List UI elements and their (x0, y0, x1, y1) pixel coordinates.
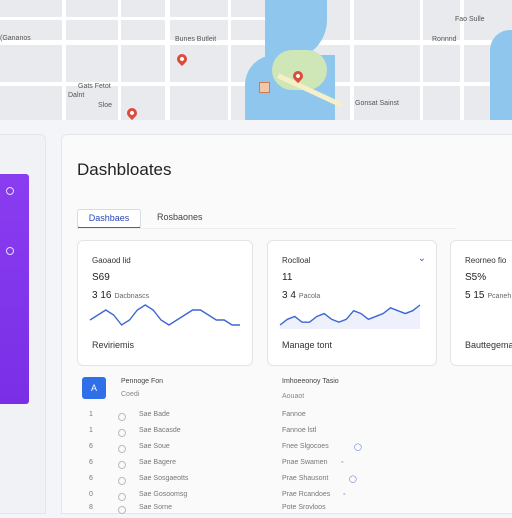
row-detail: Pnae Swamen (282, 459, 328, 466)
radio-icon[interactable] (118, 461, 126, 469)
row-name: Sae Gosoomsg (139, 491, 188, 498)
list-item[interactable]: 1 Sae Bacasde Fannoe lstl (85, 427, 505, 441)
row-number: 8 (89, 504, 93, 511)
map-view[interactable]: Fao Sulle (Gananos Bunes Butleit Dalnt G… (0, 0, 512, 120)
row-detail: Fannoe (282, 411, 306, 418)
circle-dot-icon[interactable] (6, 247, 14, 255)
row-number: 6 (89, 443, 93, 450)
status-icon: ◦ (341, 459, 344, 466)
map-pin-icon[interactable] (174, 51, 190, 67)
row-number: 1 (89, 411, 93, 418)
sparkline-chart (89, 304, 240, 326)
card-footer: Bauttegemat (465, 340, 512, 350)
page-title: Dashbloates (77, 160, 172, 179)
stat-card[interactable]: Roclloal ⌄ 11 3 4 Pacola Manage tont (267, 240, 437, 366)
status-icon: ◯ (349, 476, 357, 483)
row-name: Sae Sosgaeotts (139, 475, 189, 482)
radio-icon[interactable] (118, 429, 126, 437)
card-subvalue: 3 16 Dacbnascs (92, 290, 149, 301)
row-number: 6 (89, 475, 93, 482)
card-title: Roclloal (282, 256, 311, 265)
map-label: Gonsat Sainst (355, 100, 399, 107)
tab-divider (77, 228, 457, 229)
row-name: Sae Bagere (139, 459, 176, 466)
map-label: Gats Fetot (78, 83, 111, 90)
row-name: Sae Bacasde (139, 427, 181, 434)
section-subtitle: Coedi (121, 391, 140, 398)
row-detail: Fnee Slgocoes (282, 443, 329, 450)
status-icon: ◯ (354, 444, 362, 451)
radio-icon[interactable] (118, 506, 126, 514)
map-pin-icon[interactable] (124, 105, 140, 120)
radio-icon[interactable] (118, 413, 126, 421)
map-label: Sloe (98, 102, 113, 109)
card-value: 11 (282, 272, 293, 283)
card-subvalue-number: 3 4 (282, 290, 296, 301)
tab-dashboard[interactable]: Dashbaes (77, 209, 141, 229)
card-subvalue-label: Pcaneh (487, 293, 512, 300)
row-name: Sae Sorne (139, 504, 173, 511)
sparkline-area (280, 305, 420, 329)
card-title: Reorneo fio (465, 256, 507, 265)
row-name: Sae Soue (139, 443, 170, 450)
sparkline-series (89, 304, 240, 326)
list-item[interactable]: 6 Sae Soue Fnee Slgocoes ◯ (85, 443, 505, 457)
sparkline-chart (279, 304, 421, 329)
radio-icon[interactable] (118, 445, 126, 453)
circle-dot-icon[interactable] (6, 187, 14, 195)
card-value: S5% (465, 272, 487, 283)
card-subvalue-number: 3 16 (92, 290, 112, 301)
row-number: 6 (89, 459, 93, 466)
list-item[interactable]: 8 Sae Sorne Pote Srovloos (85, 504, 505, 518)
section-title: Pennoge Fon (121, 378, 164, 385)
card-footer: Manage tont (282, 340, 333, 350)
list-item[interactable]: 6 Sae Bagere Pnae Swamen ◦ (85, 459, 505, 473)
row-detail: Fannoe lstl (282, 427, 317, 434)
card-title: Gaoaod lid (92, 256, 131, 265)
list-item[interactable]: 1 Sae Bade Fannoe (85, 411, 505, 425)
map-label: (Gananos (0, 35, 31, 42)
row-detail: Pote Srovloos (282, 504, 326, 511)
map-label: Ronnnd (432, 36, 457, 43)
card-footer: Reviriemis (92, 340, 135, 350)
radio-icon[interactable] (118, 477, 126, 485)
stat-card[interactable]: Reorneo fio S5% 5 15 Pcaneh Bauttegemat (450, 240, 512, 366)
map-marker-icon[interactable] (259, 82, 270, 93)
map-label: Bunes Butleit (175, 36, 217, 43)
row-detail: Prae Shausont (282, 475, 329, 482)
row-detail: Prae Rcandoes (282, 491, 331, 498)
section-title: Imhoeeonoy Tasio (282, 378, 339, 385)
row-name: Sae Bade (139, 411, 170, 418)
card-subvalue: 3 4 Pacola (282, 290, 320, 301)
tab-resources[interactable]: Rosbaones (157, 212, 203, 222)
map-label: Dalnt (68, 92, 85, 99)
status-icon: ◦ (343, 491, 346, 498)
map-label: Fao Sulle (455, 16, 485, 23)
card-value: S69 (92, 272, 110, 283)
list-item[interactable]: 0 Sae Gosoomsg Prae Rcandoes ◦ (85, 491, 505, 505)
card-subvalue: 5 15 Pcaneh (465, 290, 511, 301)
radio-icon[interactable] (118, 493, 126, 501)
list-item[interactable]: 6 Sae Sosgaeotts Prae Shausont ◯ (85, 475, 505, 489)
section-subtitle: Aouaot (282, 393, 305, 400)
card-subvalue-label: Dacbnascs (114, 293, 150, 300)
card-subvalue-number: 5 15 (465, 290, 485, 301)
row-number: 1 (89, 427, 93, 434)
chevron-down-icon[interactable]: ⌄ (417, 253, 426, 264)
stat-card[interactable]: Gaoaod lid S69 3 16 Dacbnascs Reviriemis (77, 240, 253, 366)
sidebar[interactable] (0, 174, 29, 404)
sparkline-series (279, 304, 421, 326)
card-subvalue-label: Pacola (298, 293, 321, 300)
avatar[interactable]: A (82, 377, 106, 399)
row-number: 0 (89, 491, 93, 498)
